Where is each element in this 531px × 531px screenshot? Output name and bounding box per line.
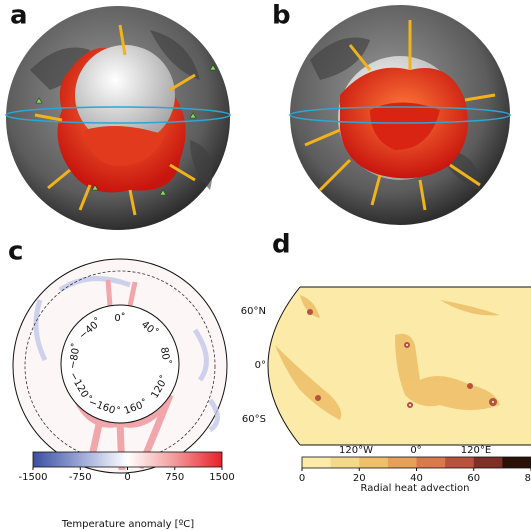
tick-label: 1500 (209, 472, 234, 483)
colorbar-step (330, 457, 360, 468)
colorbar-step (416, 457, 446, 468)
colorbar-step (302, 457, 331, 468)
globe-a (5, 6, 231, 230)
colorbar-step (359, 457, 389, 468)
panel-label: c (8, 237, 23, 267)
globe-b (289, 5, 511, 225)
lon-label: 0° (410, 445, 421, 456)
tick-label: 40 (410, 473, 423, 484)
colorbar (33, 452, 222, 467)
panel-label: b (272, 1, 291, 31)
tick-label: 60 (467, 473, 480, 484)
tick-label: -750 (69, 472, 92, 483)
colorbar-step (445, 457, 475, 468)
annulus (12, 258, 228, 474)
tick-label: 20 (353, 473, 366, 484)
tick-label: -1500 (18, 472, 47, 483)
panel-label: a (10, 1, 28, 31)
lat-label: 60°N (241, 306, 266, 317)
lon-label: 120°W (339, 445, 373, 456)
angle-label: 80˚ (158, 346, 173, 366)
colorbar-step (473, 457, 503, 468)
colorbar-step (502, 457, 531, 468)
tick-label: 80 (525, 473, 531, 484)
tick-label: 0 (124, 472, 130, 483)
lat-label: 60°S (242, 414, 266, 425)
panel-label: d (272, 230, 291, 260)
colorbar-step (387, 457, 417, 468)
colorbar-label: Radial heat advection (361, 483, 470, 494)
lat-label: 0° (255, 360, 266, 371)
lon-label: 120°E (461, 445, 491, 456)
tick-label: 0 (299, 473, 305, 484)
tick-label: 750 (165, 472, 184, 483)
angle-label: −80˚ (67, 342, 83, 370)
map (267, 286, 531, 446)
colorbar-label: Temperature anomaly [ºC] (61, 519, 194, 530)
angle-label: 0˚ (114, 312, 125, 324)
